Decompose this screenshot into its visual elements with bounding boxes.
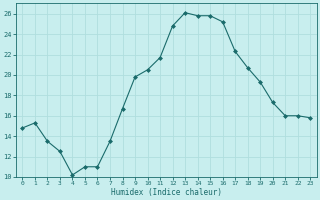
X-axis label: Humidex (Indice chaleur): Humidex (Indice chaleur) [111,188,222,197]
